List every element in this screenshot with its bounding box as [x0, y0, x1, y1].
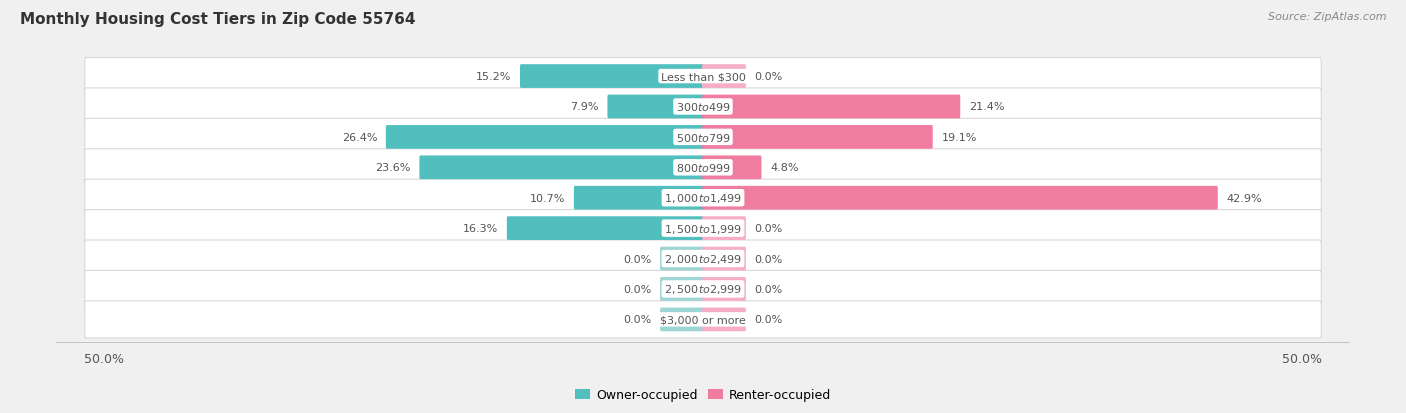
FancyBboxPatch shape — [84, 210, 1322, 247]
FancyBboxPatch shape — [84, 58, 1322, 95]
FancyBboxPatch shape — [419, 156, 704, 180]
Text: 23.6%: 23.6% — [375, 163, 411, 173]
FancyBboxPatch shape — [607, 95, 704, 119]
FancyBboxPatch shape — [702, 126, 932, 150]
Text: 21.4%: 21.4% — [969, 102, 1004, 112]
FancyBboxPatch shape — [702, 308, 745, 332]
Text: $500 to $799: $500 to $799 — [675, 132, 731, 144]
Text: 42.9%: 42.9% — [1226, 193, 1263, 203]
Text: $300 to $499: $300 to $499 — [675, 101, 731, 113]
Text: 16.3%: 16.3% — [463, 223, 498, 234]
FancyBboxPatch shape — [702, 95, 960, 119]
FancyBboxPatch shape — [506, 217, 704, 240]
FancyBboxPatch shape — [702, 217, 745, 240]
Text: 0.0%: 0.0% — [755, 223, 783, 234]
Text: 0.0%: 0.0% — [623, 284, 651, 294]
FancyBboxPatch shape — [84, 240, 1322, 278]
Text: 26.4%: 26.4% — [342, 133, 377, 142]
Text: 10.7%: 10.7% — [530, 193, 565, 203]
FancyBboxPatch shape — [702, 278, 745, 301]
FancyBboxPatch shape — [84, 180, 1322, 217]
FancyBboxPatch shape — [385, 126, 704, 150]
Text: $800 to $999: $800 to $999 — [675, 162, 731, 174]
FancyBboxPatch shape — [520, 65, 704, 89]
FancyBboxPatch shape — [702, 156, 762, 180]
FancyBboxPatch shape — [84, 271, 1322, 308]
Text: $2,000 to $2,499: $2,000 to $2,499 — [664, 252, 742, 266]
Text: 0.0%: 0.0% — [755, 284, 783, 294]
Text: 0.0%: 0.0% — [623, 254, 651, 264]
FancyBboxPatch shape — [661, 278, 704, 301]
FancyBboxPatch shape — [661, 308, 704, 332]
Text: 0.0%: 0.0% — [623, 315, 651, 325]
FancyBboxPatch shape — [702, 65, 745, 89]
Text: 4.8%: 4.8% — [770, 163, 799, 173]
Text: 0.0%: 0.0% — [755, 315, 783, 325]
Text: 15.2%: 15.2% — [477, 72, 512, 82]
Text: Monthly Housing Cost Tiers in Zip Code 55764: Monthly Housing Cost Tiers in Zip Code 5… — [20, 12, 415, 27]
Text: 19.1%: 19.1% — [942, 133, 977, 142]
Text: $1,000 to $1,499: $1,000 to $1,499 — [664, 192, 742, 205]
Text: 7.9%: 7.9% — [571, 102, 599, 112]
FancyBboxPatch shape — [84, 119, 1322, 156]
Text: Less than $300: Less than $300 — [661, 72, 745, 82]
FancyBboxPatch shape — [661, 247, 704, 271]
FancyBboxPatch shape — [84, 89, 1322, 126]
FancyBboxPatch shape — [84, 301, 1322, 338]
Text: 0.0%: 0.0% — [755, 72, 783, 82]
Legend: Owner-occupied, Renter-occupied: Owner-occupied, Renter-occupied — [569, 383, 837, 406]
FancyBboxPatch shape — [702, 247, 745, 271]
Text: Source: ZipAtlas.com: Source: ZipAtlas.com — [1268, 12, 1386, 22]
FancyBboxPatch shape — [702, 186, 1218, 210]
Text: $3,000 or more: $3,000 or more — [661, 315, 745, 325]
Text: $2,500 to $2,999: $2,500 to $2,999 — [664, 283, 742, 296]
Text: 0.0%: 0.0% — [755, 254, 783, 264]
Text: $1,500 to $1,999: $1,500 to $1,999 — [664, 222, 742, 235]
FancyBboxPatch shape — [574, 186, 704, 210]
FancyBboxPatch shape — [84, 150, 1322, 186]
